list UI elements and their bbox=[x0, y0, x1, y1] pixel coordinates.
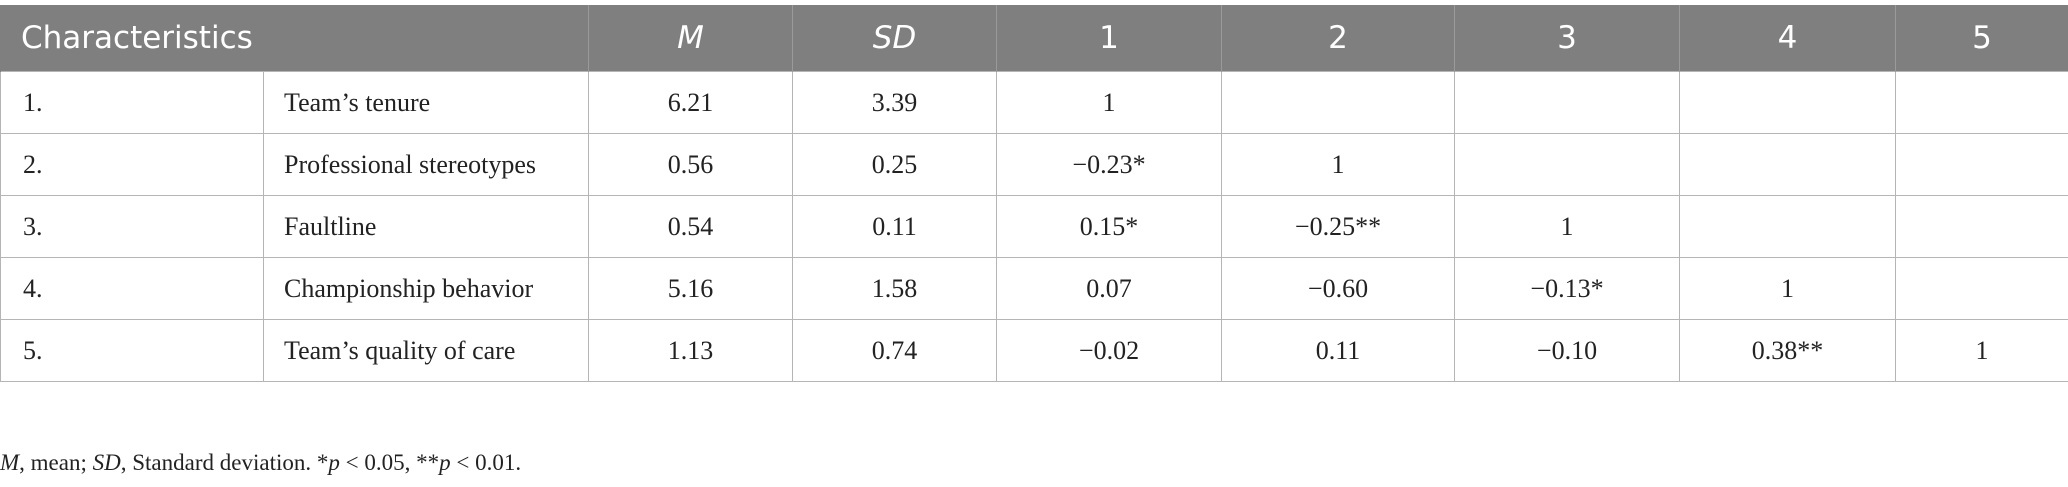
cell-mean: 5.16 bbox=[588, 257, 793, 320]
cell-corr-5 bbox=[1895, 257, 2068, 320]
correlation-table: Characteristics M SD 1 2 3 4 5 1. Team’s… bbox=[0, 5, 2068, 382]
cell-corr-2: 0.11 bbox=[1221, 319, 1455, 382]
cell-corr-5 bbox=[1895, 133, 2068, 196]
cell-corr-4: 1 bbox=[1679, 257, 1896, 320]
cell-corr-3 bbox=[1454, 133, 1680, 196]
cell-corr-4: 0.38** bbox=[1679, 319, 1896, 382]
cell-corr-5 bbox=[1895, 71, 2068, 134]
cell-sd: 0.25 bbox=[792, 133, 997, 196]
header-characteristics: Characteristics bbox=[0, 5, 589, 72]
header-col-4: 4 bbox=[1679, 5, 1896, 72]
cell-corr-2: −0.60 bbox=[1221, 257, 1455, 320]
cell-corr-2 bbox=[1221, 71, 1455, 134]
table-row: 1. Team’s tenure 6.21 3.39 1 bbox=[0, 71, 2068, 134]
footnote-m-definition: , mean; bbox=[19, 450, 93, 475]
footnote-p-symbol: p bbox=[328, 450, 340, 475]
footnote-p-threshold-2: < 0.01. bbox=[450, 450, 522, 475]
cell-corr-4 bbox=[1679, 195, 1896, 258]
cell-corr-4 bbox=[1679, 133, 1896, 196]
header-sd: SD bbox=[792, 5, 997, 72]
footnote-p-symbol: p bbox=[439, 450, 451, 475]
footnote-sd-definition: , Standard deviation. * bbox=[120, 450, 329, 475]
cell-mean: 1.13 bbox=[588, 319, 793, 382]
cell-corr-3: 1 bbox=[1454, 195, 1680, 258]
row-number: 2. bbox=[0, 133, 264, 196]
cell-mean: 0.56 bbox=[588, 133, 793, 196]
row-number: 1. bbox=[0, 71, 264, 134]
row-label: Championship behavior bbox=[263, 257, 589, 320]
cell-corr-5: 1 bbox=[1895, 319, 2068, 382]
table-row: 5. Team’s quality of care 1.13 0.74 −0.0… bbox=[0, 319, 2068, 382]
cell-corr-5 bbox=[1895, 195, 2068, 258]
cell-sd: 3.39 bbox=[792, 71, 997, 134]
cell-corr-1: −0.02 bbox=[996, 319, 1222, 382]
cell-mean: 6.21 bbox=[588, 71, 793, 134]
header-col-2: 2 bbox=[1221, 5, 1455, 72]
cell-sd: 0.11 bbox=[792, 195, 997, 258]
table-row: 4. Championship behavior 5.16 1.58 0.07 … bbox=[0, 257, 2068, 320]
cell-sd: 0.74 bbox=[792, 319, 997, 382]
cell-corr-1: 1 bbox=[996, 71, 1222, 134]
row-label: Faultline bbox=[263, 195, 589, 258]
cell-corr-4 bbox=[1679, 71, 1896, 134]
table-body: 1. Team’s tenure 6.21 3.39 1 2. Professi… bbox=[0, 71, 2068, 382]
row-label: Professional stereotypes bbox=[263, 133, 589, 196]
footnote-sd-symbol: SD bbox=[92, 450, 121, 475]
cell-corr-1: 0.07 bbox=[996, 257, 1222, 320]
cell-corr-1: 0.15* bbox=[996, 195, 1222, 258]
cell-corr-3: −0.13* bbox=[1454, 257, 1680, 320]
header-mean: M bbox=[588, 5, 793, 72]
row-number: 3. bbox=[0, 195, 264, 258]
table-row: 3. Faultline 0.54 0.11 0.15* −0.25** 1 bbox=[0, 195, 2068, 258]
cell-sd: 1.58 bbox=[792, 257, 997, 320]
table-header: Characteristics M SD 1 2 3 4 5 bbox=[0, 5, 2068, 72]
header-col-5: 5 bbox=[1895, 5, 2068, 72]
table-footnote: M, mean; SD, Standard deviation. *p < 0.… bbox=[0, 450, 521, 476]
cell-corr-1: −0.23* bbox=[996, 133, 1222, 196]
header-row: Characteristics M SD 1 2 3 4 5 bbox=[0, 5, 2068, 72]
cell-corr-2: 1 bbox=[1221, 133, 1455, 196]
row-number: 4. bbox=[0, 257, 264, 320]
cell-corr-3 bbox=[1454, 71, 1680, 134]
header-col-1: 1 bbox=[996, 5, 1222, 72]
cell-mean: 0.54 bbox=[588, 195, 793, 258]
footnote-p-threshold-1: < 0.05, ** bbox=[339, 450, 440, 475]
cell-corr-3: −0.10 bbox=[1454, 319, 1680, 382]
cell-corr-2: −0.25** bbox=[1221, 195, 1455, 258]
row-label: Team’s quality of care bbox=[263, 319, 589, 382]
table-row: 2. Professional stereotypes 0.56 0.25 −0… bbox=[0, 133, 2068, 196]
header-col-3: 3 bbox=[1454, 5, 1680, 72]
row-label: Team’s tenure bbox=[263, 71, 589, 134]
row-number: 5. bbox=[0, 319, 264, 382]
footnote-m-symbol: M bbox=[0, 450, 20, 475]
